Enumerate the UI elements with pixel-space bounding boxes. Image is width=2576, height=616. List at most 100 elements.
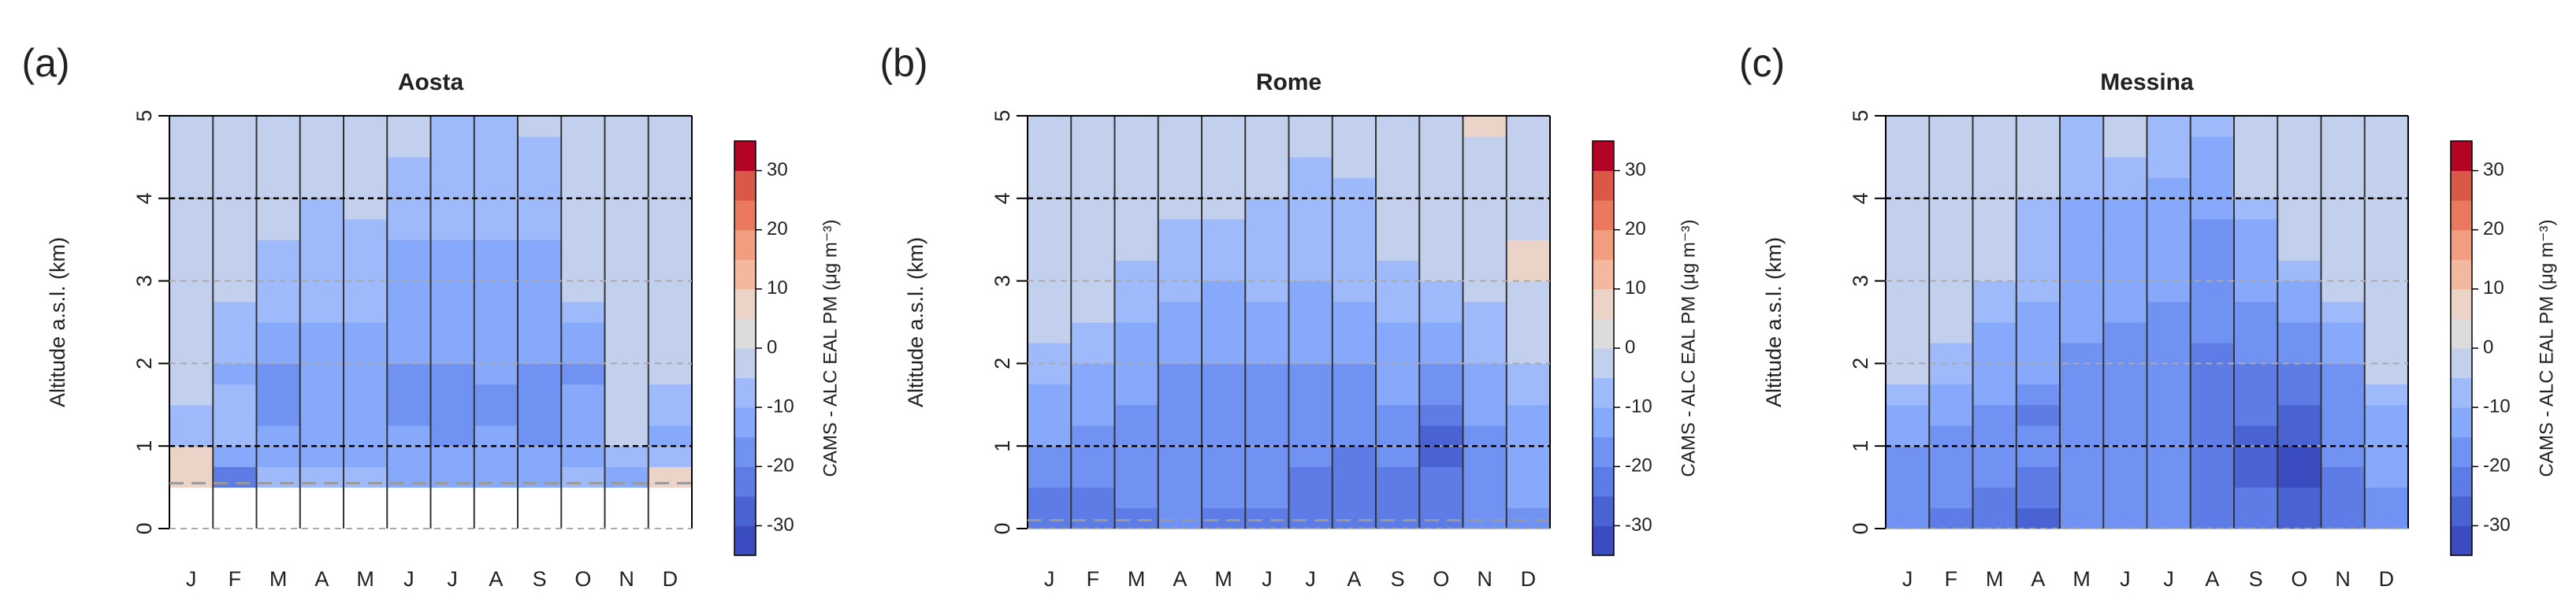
cell [2321, 466, 2366, 488]
cell [213, 198, 257, 220]
cell [344, 219, 388, 240]
cell [256, 363, 301, 385]
cell [299, 322, 344, 343]
cell [2147, 136, 2191, 158]
cell [1886, 404, 1930, 426]
colorbar-tick-label: 0 [767, 336, 777, 358]
cell [1158, 280, 1203, 302]
cell [474, 177, 519, 199]
cell [518, 404, 562, 426]
cell [169, 466, 214, 488]
cell [1202, 384, 1246, 406]
cell [1463, 404, 1507, 426]
cell [2060, 487, 2104, 509]
cell [2234, 425, 2278, 447]
cell [1202, 487, 1246, 509]
cell [1158, 466, 1203, 488]
cell [1419, 384, 1463, 406]
colorbar-swatch [734, 407, 756, 438]
cell [2190, 280, 2235, 302]
cell [2190, 507, 2235, 529]
cell [2103, 404, 2147, 426]
cell [1419, 219, 1463, 240]
cell [1332, 322, 1377, 343]
cell [256, 177, 301, 199]
cell [561, 198, 605, 220]
cell [1028, 404, 1072, 426]
cell [2147, 343, 2191, 364]
cell [2190, 466, 2235, 488]
cell [1288, 301, 1333, 323]
cell [169, 425, 214, 447]
colorbar-label: CAMS - ALC EAL PM (μg m⁻³) [1678, 220, 1699, 477]
cell [2364, 384, 2409, 406]
cell [1202, 239, 1246, 261]
cell [169, 260, 214, 282]
cell [2321, 198, 2366, 220]
x-tick-label: S [2249, 567, 2263, 591]
cell [1886, 136, 1930, 158]
cell [2190, 260, 2235, 282]
cell [1028, 280, 1072, 302]
cell [1071, 466, 1115, 488]
cell [430, 446, 475, 467]
cell [1972, 363, 2017, 385]
cell [474, 219, 519, 240]
cell [2190, 343, 2235, 364]
cell [1158, 239, 1203, 261]
cell [1332, 301, 1377, 323]
cell [1506, 363, 1551, 385]
cell [2277, 198, 2321, 220]
cell [1114, 177, 1159, 199]
cell [1419, 322, 1463, 343]
cell [518, 280, 562, 302]
cell [1114, 280, 1159, 302]
cell [474, 301, 519, 323]
cell [430, 425, 475, 447]
cell [169, 177, 214, 199]
cell [299, 343, 344, 364]
cell [1114, 157, 1159, 179]
cell [2016, 116, 2061, 137]
cell [2147, 280, 2191, 302]
cell [561, 260, 605, 282]
cell [1202, 507, 1246, 529]
cell [1506, 301, 1551, 323]
cell [2277, 404, 2321, 426]
cell [648, 363, 693, 385]
cell [2321, 446, 2366, 467]
colorbar-swatch [734, 525, 756, 556]
cell [1463, 322, 1507, 343]
cell [2277, 343, 2321, 364]
cell [604, 466, 649, 488]
cell [561, 466, 605, 488]
cell [1886, 425, 1930, 447]
cell [2364, 343, 2409, 364]
cell [2147, 157, 2191, 179]
cell [1419, 116, 1463, 137]
cell [2103, 322, 2147, 343]
cell [474, 363, 519, 385]
cell [2103, 219, 2147, 240]
cell [1929, 219, 1973, 240]
cell [1886, 507, 1930, 529]
cell [1972, 446, 2017, 467]
colorbar-tick-label: 20 [767, 218, 788, 239]
cell [344, 239, 388, 261]
cell [2103, 198, 2147, 220]
cell [1376, 198, 1420, 220]
cell [1376, 157, 1420, 179]
cell [1028, 177, 1072, 199]
cell [2277, 136, 2321, 158]
cell [430, 157, 475, 179]
cell [2321, 280, 2366, 302]
colorbar-swatch [1593, 288, 1614, 319]
cell [1506, 116, 1551, 137]
colorbar-swatch [2451, 466, 2472, 497]
cell [2190, 116, 2235, 137]
cell [256, 157, 301, 179]
cell [2364, 219, 2409, 240]
cell [1419, 343, 1463, 364]
cell [561, 404, 605, 426]
cell [1245, 136, 1289, 158]
